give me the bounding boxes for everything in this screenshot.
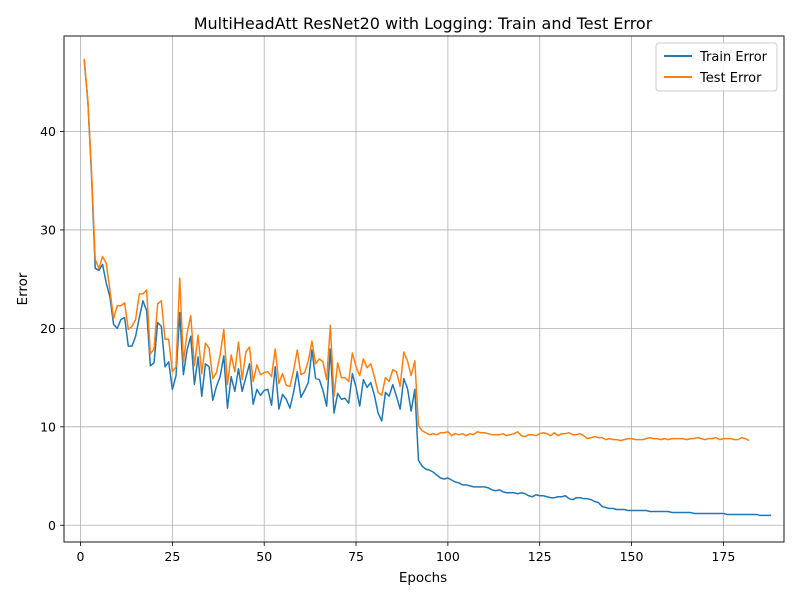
- x-axis-label: Epochs: [399, 570, 447, 586]
- y-tick-label: 0: [48, 518, 56, 533]
- x-tick-label: 100: [436, 549, 460, 564]
- y-tick-label: 10: [40, 419, 56, 434]
- x-tick-label: 0: [77, 549, 85, 564]
- x-tick-label: 125: [528, 549, 552, 564]
- x-tick-label: 75: [348, 549, 364, 564]
- y-axis-label: Error: [15, 272, 31, 305]
- series-line-train-error: [83, 59, 772, 517]
- x-tick-label: 50: [256, 549, 272, 564]
- legend-label-test: Test Error: [699, 71, 762, 86]
- tick-layer: 0 25 50 75 100 125 150 175 0 10 20 30 40: [40, 124, 735, 564]
- legend: Train Error Test Error: [655, 42, 778, 92]
- x-tick-label: 25: [164, 549, 180, 564]
- legend-label-train: Train Error: [699, 50, 768, 65]
- series-line-test-error: [83, 58, 750, 442]
- grid-layer: [64, 36, 784, 542]
- series-layer: [83, 58, 772, 517]
- x-tick-label: 175: [711, 549, 735, 564]
- y-tick-label: 40: [40, 124, 56, 139]
- plot-area-frame: [63, 35, 785, 543]
- x-tick-label: 150: [620, 549, 644, 564]
- y-tick-label: 30: [40, 222, 56, 237]
- y-tick-label: 20: [40, 321, 56, 336]
- chart-title: MultiHeadAtt ResNet20 with Logging: Trai…: [194, 14, 653, 33]
